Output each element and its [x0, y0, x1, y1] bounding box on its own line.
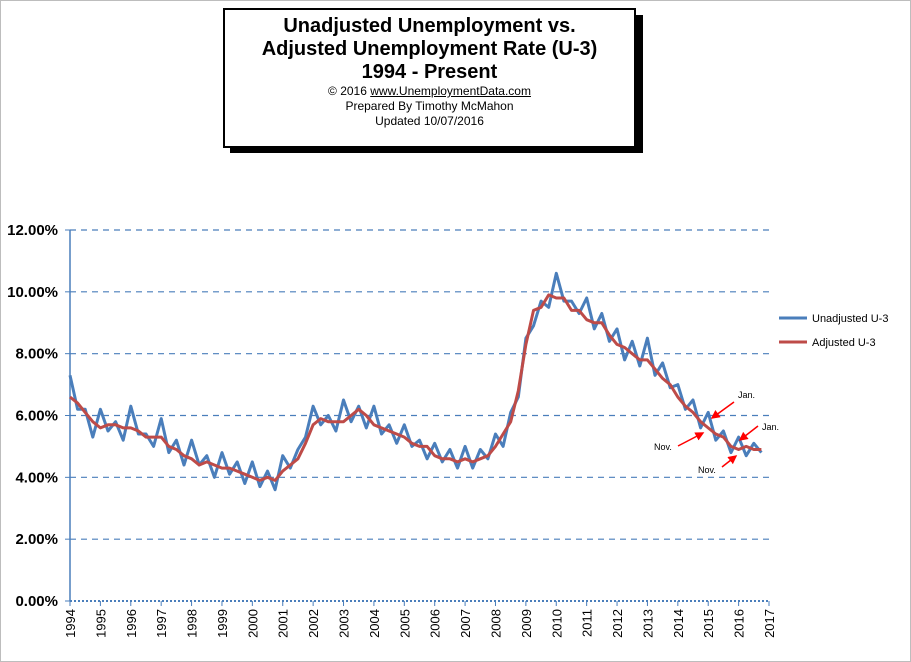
prepared-by: Prepared By Timothy McMahon — [345, 99, 514, 113]
y-tick-label: 6.00% — [15, 408, 58, 425]
annotation-label: Jan. — [762, 422, 779, 432]
x-tick-label: 1998 — [185, 609, 200, 638]
x-tick-label: 2017 — [762, 609, 777, 638]
x-tick-label: 2009 — [519, 609, 534, 638]
x-tick-label: 2004 — [367, 609, 382, 638]
x-tick-label: 2011 — [580, 609, 595, 637]
copyright-line: © 2016 www.UnemploymentData.com — [225, 84, 634, 99]
x-tick-label: 2003 — [337, 609, 352, 638]
y-tick-label: 12.00% — [7, 222, 58, 239]
x-tick-label: 2014 — [671, 609, 686, 638]
series-line — [69, 293, 762, 482]
copyright-text: © 2016 — [328, 84, 371, 98]
x-tick-label: 2001 — [276, 609, 291, 638]
x-tick-label: 2007 — [458, 609, 473, 638]
y-tick-label: 8.00% — [15, 346, 58, 363]
y-tick-label: 2.00% — [15, 531, 58, 548]
annotation-label: Jan. — [738, 390, 755, 400]
legend-label: Unadjusted U-3 — [812, 313, 888, 325]
x-tick-label: 2006 — [428, 609, 443, 638]
title-box: Unadjusted Unemployment vs. Adjusted Une… — [223, 8, 636, 148]
annotation-arrow — [710, 401, 735, 419]
y-tick-label: 4.00% — [15, 469, 58, 486]
x-tick-label: 2015 — [701, 609, 716, 638]
annotation-arrow — [721, 455, 738, 468]
y-tick-label: 0.00% — [15, 593, 58, 610]
annotation-arrow — [738, 425, 759, 441]
annotation-label: Nov. — [654, 442, 672, 452]
x-tick-label: 1997 — [154, 609, 169, 638]
series-line — [68, 271, 763, 492]
x-tick-label: 2012 — [610, 609, 625, 638]
updated-date: Updated 10/07/2016 — [375, 114, 484, 128]
annotation-label: Nov. — [698, 465, 716, 475]
x-tick-label: 1996 — [124, 609, 139, 638]
grid-lines — [70, 229, 769, 602]
annotations: Jan. Nov. Jan. Nov. — [654, 390, 779, 475]
legend: Unadjusted U-3 Adjusted U-3 — [779, 313, 888, 349]
x-tick-label: 2010 — [549, 609, 564, 638]
x-tick-label: 2016 — [732, 609, 747, 638]
series-lines — [68, 271, 763, 492]
x-tick-label: 2005 — [397, 609, 412, 638]
x-tick-label: 1994 — [63, 609, 78, 638]
chart-title-line2: Adjusted Unemployment Rate (U-3) — [261, 38, 598, 60]
x-tick-label: 2000 — [245, 609, 260, 638]
x-tick-label: 1995 — [93, 609, 108, 638]
legend-label: Adjusted U-3 — [812, 337, 876, 349]
x-axis: 1994 1995 1996 1997 1998 1999 2000 2001 2002 2003… — [63, 601, 777, 638]
x-tick-label: 2013 — [640, 609, 655, 638]
chart-title-line3: 1994 - Present — [361, 61, 498, 83]
x-tick-label: 2002 — [306, 609, 321, 638]
x-tick-label: 2008 — [488, 609, 503, 638]
chart-title-line1: Unadjusted Unemployment vs. — [283, 15, 576, 37]
y-tick-label: 10.00% — [7, 284, 58, 301]
x-tick-label: 1999 — [215, 609, 230, 638]
annotation-arrow — [677, 432, 705, 447]
y-axis: 0.00% 2.00% 4.00% 6.00% 8.00% 10.00% 12.00% — [7, 222, 71, 610]
source-link[interactable]: www.UnemploymentData.com — [370, 84, 531, 98]
